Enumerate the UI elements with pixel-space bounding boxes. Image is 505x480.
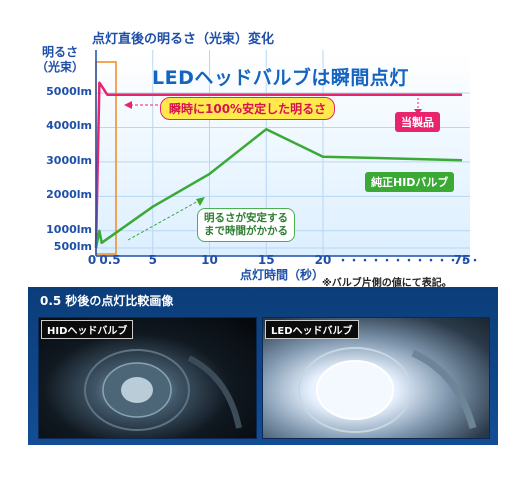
x-axis-break-dots: ・・・・・・・・・・・・・ [338, 256, 481, 267]
hid-series-label: 純正HIDバルブ [365, 172, 455, 192]
x-tick-label: 20 [314, 253, 332, 267]
hid-annotation: 明るさが安定する まで時間がかかる [197, 208, 295, 242]
comparison-title: 0.5 秒後の点灯比較画像 [40, 294, 174, 308]
hid-arrow-head [196, 197, 205, 206]
x-tick-label: 5 [148, 253, 157, 267]
x-tick-label: 0 [87, 253, 97, 267]
y-tick-label: 1000lm [46, 222, 92, 236]
hid-arrow [127, 199, 201, 241]
y-tick-label: 3000lm [46, 153, 92, 167]
led-series-line [94, 81, 462, 249]
y-tick-label: 500lm [53, 240, 92, 253]
hid-series-line [94, 127, 463, 249]
y-axis-title-line1: 明るさ [41, 45, 78, 59]
x-axis-title: 点灯時間（秒） [240, 268, 325, 282]
y-tick-label: 4000lm [46, 119, 92, 133]
y-axis-title-line2: （光束） [35, 60, 84, 74]
hid-annotation-line1: 明るさが安定する [204, 212, 288, 224]
hid-photo: HIDヘッドバルブ [38, 317, 257, 439]
x-tick-label: 10 [201, 253, 218, 267]
led-photo-label: LEDヘッドバルブ [265, 320, 359, 339]
y-tick-label: 5000lm [46, 85, 92, 98]
comparison-panel: 0.5 秒後の点灯比較画像 HIDヘッドバルブ LEDヘッドバルブ [28, 287, 498, 445]
chart-title: 点灯直後の明るさ（光束）変化 [92, 32, 275, 47]
y-axis-title: 明るさ （光束） [30, 45, 90, 75]
footnote: ※バルブ片側の値にて表記。 [322, 278, 452, 289]
x-tick-label: 15 [257, 253, 275, 267]
x-tick-label: 75 [453, 253, 471, 267]
x-tick-label: 0.5 [99, 253, 121, 267]
led-lamp-graphic [298, 347, 477, 433]
y-tick-label: 2000lm [46, 188, 92, 202]
hid-photo-label: HIDヘッドバルブ [41, 320, 134, 339]
led-photo: LEDヘッドバルブ [262, 317, 490, 439]
headline: LEDヘッドバルブは瞬間点灯 [152, 67, 409, 89]
led-annotation: 瞬時に100%安定した明るさ [160, 97, 336, 120]
hid-lamp-graphic [84, 349, 242, 431]
led-series-label: 当製品 [395, 112, 440, 132]
led-arrow-head [124, 101, 132, 109]
hid-annotation-line2: まで時間がかかる [204, 225, 288, 237]
